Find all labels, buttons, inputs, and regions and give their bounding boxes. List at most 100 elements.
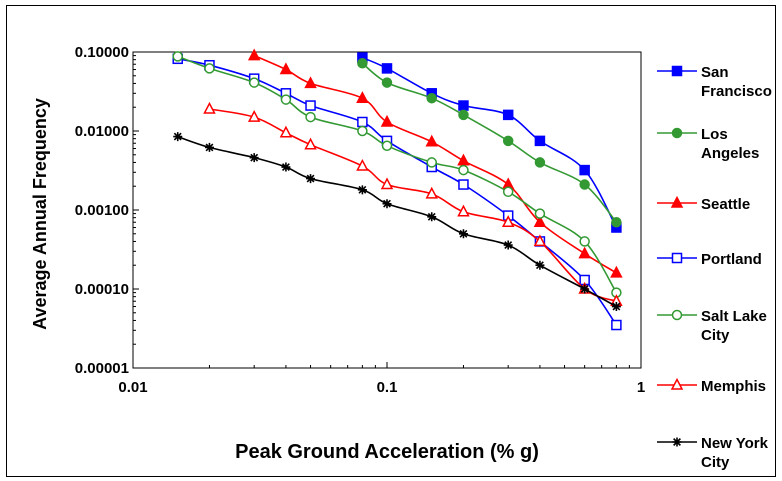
y-tick-label: 0.00100 xyxy=(75,202,129,219)
data-point-marker xyxy=(304,137,317,150)
data-point-marker xyxy=(458,164,469,176)
data-point-marker xyxy=(535,260,545,270)
data-point-marker xyxy=(578,246,591,259)
x-tick-label: 0.01 xyxy=(118,379,147,396)
data-point-marker xyxy=(305,100,316,111)
data-point-marker xyxy=(357,116,368,128)
legend-item: Salt Lake City xyxy=(657,308,767,344)
data-point-marker xyxy=(380,177,394,190)
legend-label: Portland xyxy=(701,251,762,268)
data-point-marker xyxy=(281,162,291,172)
data-point-marker xyxy=(382,199,392,209)
data-point-marker xyxy=(173,132,183,142)
data-point-marker xyxy=(304,76,317,89)
data-point-marker xyxy=(426,92,437,104)
data-point-marker xyxy=(534,135,546,147)
data-point-marker xyxy=(458,179,469,190)
data-point-marker xyxy=(457,153,470,166)
data-point-marker xyxy=(670,377,684,390)
legend-label: New York xyxy=(701,435,769,452)
legend-item: Portland xyxy=(657,251,762,268)
data-point-marker xyxy=(502,186,514,198)
data-point-marker xyxy=(672,437,682,447)
data-point-marker xyxy=(501,215,515,227)
data-point-marker xyxy=(247,109,261,122)
data-point-marker xyxy=(381,140,393,152)
data-point-marker xyxy=(249,153,259,163)
legend-label: San xyxy=(701,64,729,81)
data-point-marker xyxy=(248,77,260,88)
data-point-marker xyxy=(580,284,590,294)
data-point-marker xyxy=(533,234,547,247)
chart-frame: 0.00001 0.00010 0.00100 0.01000 0.10000 0.01… xyxy=(6,5,776,477)
data-point-marker xyxy=(458,229,468,239)
data-point-marker xyxy=(611,216,622,228)
data-point-marker xyxy=(203,101,216,114)
legend-label: Seattle xyxy=(701,196,750,213)
legend: San Francisco Los Angeles Seattle Portland Sal… xyxy=(657,64,772,471)
legend-label: Los xyxy=(701,126,728,143)
plot-area xyxy=(132,51,642,369)
series-1 xyxy=(357,58,622,228)
data-point-marker xyxy=(502,109,514,121)
data-point-marker xyxy=(425,186,438,199)
data-point-marker xyxy=(533,215,547,227)
y-axis-title: Average Annual Frequency xyxy=(30,98,50,330)
data-point-marker xyxy=(381,63,393,74)
data-point-marker xyxy=(305,111,316,123)
data-point-marker xyxy=(534,208,546,219)
data-point-marker xyxy=(280,94,292,105)
data-point-marker xyxy=(579,179,590,190)
data-point-marker xyxy=(502,135,514,147)
legend-item: New York City xyxy=(657,435,769,471)
x-axis-title: Peak Ground Acceleration (% g) xyxy=(235,441,539,463)
legend-item: Seattle xyxy=(657,195,750,213)
data-point-marker xyxy=(357,185,367,195)
series-5 xyxy=(203,101,623,306)
data-point-marker xyxy=(357,58,368,69)
y-axis: 0.00001 0.00010 0.00100 0.01000 0.10000 xyxy=(75,44,139,377)
data-point-marker xyxy=(610,265,623,278)
data-point-marker xyxy=(357,125,368,137)
legend-item: San Francisco xyxy=(657,64,772,100)
data-point-marker xyxy=(611,302,621,312)
y-tick-label: 0.01000 xyxy=(75,123,129,140)
legend-label: City xyxy=(701,454,730,471)
data-point-marker xyxy=(380,114,394,127)
data-point-marker xyxy=(579,236,590,247)
data-point-marker xyxy=(671,127,683,139)
data-point-marker xyxy=(247,48,261,61)
x-tick-label: 0.1 xyxy=(377,379,398,396)
series-2 xyxy=(247,48,623,278)
data-point-marker xyxy=(381,77,393,88)
data-point-marker xyxy=(204,63,215,74)
legend-item: Memphis xyxy=(657,377,766,395)
data-point-marker xyxy=(457,204,470,217)
data-point-marker xyxy=(671,309,683,321)
x-tick-label: 1 xyxy=(637,379,645,396)
data-point-marker xyxy=(503,240,513,250)
y-tick-label: 0.00010 xyxy=(75,281,129,298)
data-point-marker xyxy=(204,142,214,152)
data-point-marker xyxy=(671,252,683,264)
x-axis: 0.01 0.1 1 xyxy=(118,362,645,396)
series-4 xyxy=(172,51,622,298)
data-point-marker xyxy=(306,174,316,184)
data-point-marker xyxy=(458,100,469,111)
data-point-marker xyxy=(579,164,590,176)
data-point-marker xyxy=(172,51,183,62)
chart-canvas: 0.00001 0.00010 0.00100 0.01000 0.10000 0.01… xyxy=(30,44,772,471)
data-point-marker xyxy=(427,212,437,222)
data-point-marker xyxy=(356,91,369,103)
data-point-marker xyxy=(670,195,684,208)
legend-label: Salt Lake xyxy=(701,308,767,325)
series-group xyxy=(172,48,623,331)
data-point-marker xyxy=(425,134,438,147)
y-tick-label: 0.10000 xyxy=(75,44,129,61)
legend-label: Memphis xyxy=(701,378,766,395)
data-point-marker xyxy=(279,62,293,75)
legend-label: Francisco xyxy=(701,83,772,100)
data-point-marker xyxy=(458,109,469,121)
data-point-marker xyxy=(611,319,622,331)
data-point-marker xyxy=(671,65,683,77)
